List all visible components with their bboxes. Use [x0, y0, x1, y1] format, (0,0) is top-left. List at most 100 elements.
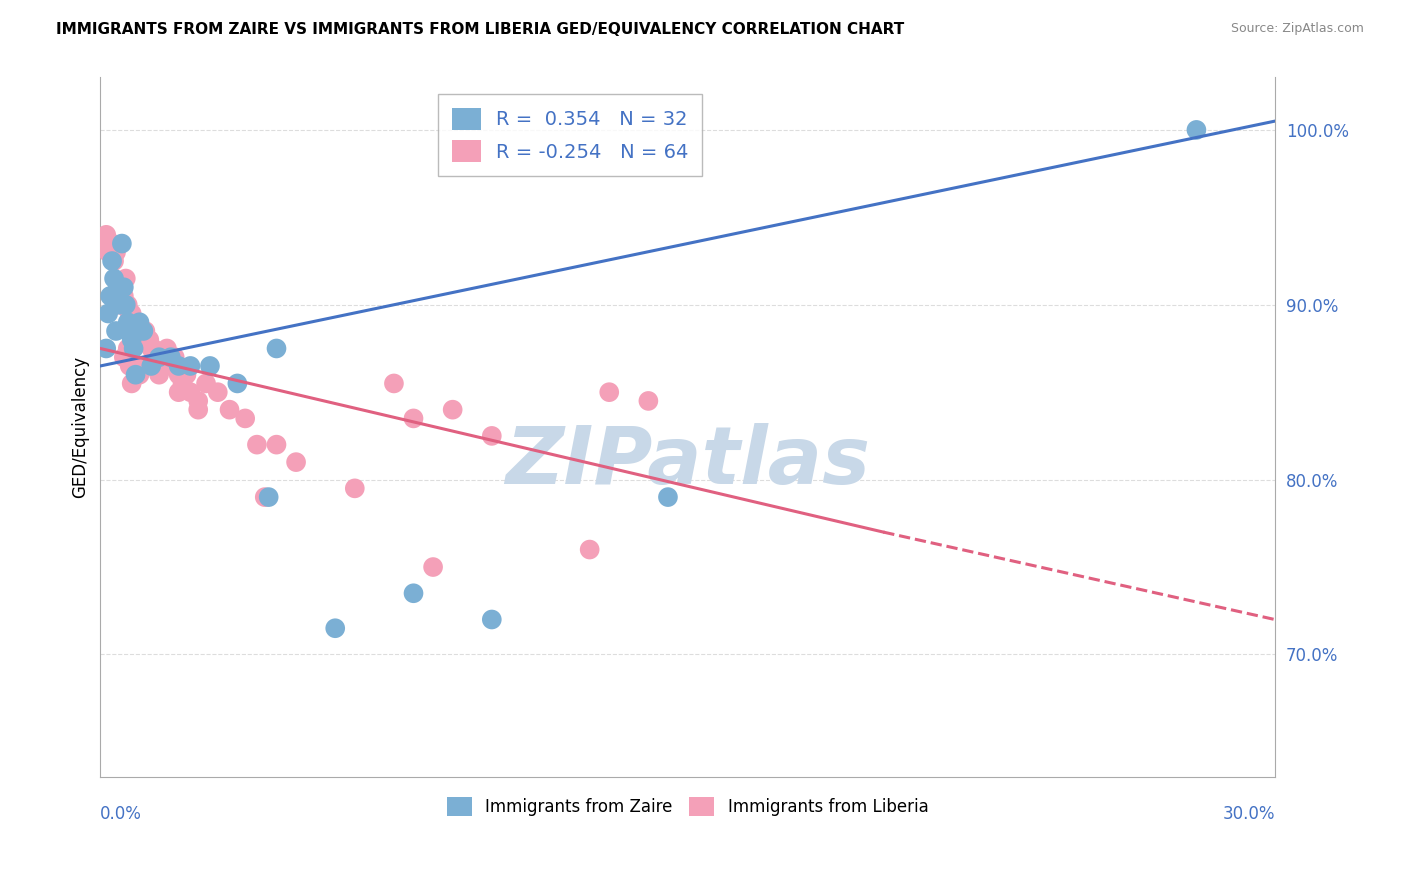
- Text: Source: ZipAtlas.com: Source: ZipAtlas.com: [1230, 22, 1364, 36]
- Point: [128, 324, 150, 338]
- Point: [159, 350, 181, 364]
- Point: [114, 298, 136, 312]
- Point: [96, 342, 118, 356]
- Text: ZIPatlas: ZIPatlas: [505, 423, 870, 501]
- Y-axis label: GED/Equivalency: GED/Equivalency: [72, 356, 89, 499]
- Point: [142, 342, 165, 356]
- Point: [128, 368, 150, 382]
- Point: [441, 402, 464, 417]
- Point: [105, 324, 128, 338]
- Point: [112, 289, 135, 303]
- Point: [481, 613, 503, 627]
- Point: [93, 236, 115, 251]
- Text: 30.0%: 30.0%: [1222, 805, 1275, 822]
- Point: [198, 359, 221, 373]
- Point: [114, 271, 136, 285]
- Point: [105, 245, 128, 260]
- Point: [108, 298, 131, 312]
- Point: [148, 368, 170, 382]
- Point: [121, 376, 143, 391]
- Point: [138, 333, 160, 347]
- Point: [122, 324, 145, 338]
- Point: [187, 393, 209, 408]
- Point: [122, 342, 145, 356]
- Point: [121, 306, 143, 320]
- Point: [111, 289, 134, 303]
- Point: [167, 359, 190, 373]
- Point: [343, 481, 366, 495]
- Point: [167, 368, 190, 382]
- Point: [98, 289, 121, 303]
- Point: [101, 254, 124, 268]
- Point: [148, 350, 170, 364]
- Point: [402, 411, 425, 425]
- Point: [148, 350, 170, 364]
- Point: [111, 236, 134, 251]
- Point: [117, 315, 139, 329]
- Point: [179, 385, 201, 400]
- Text: 0.0%: 0.0%: [100, 805, 142, 822]
- Point: [98, 236, 121, 251]
- Point: [107, 280, 129, 294]
- Point: [323, 621, 346, 635]
- Point: [141, 359, 163, 373]
- Point: [141, 342, 163, 356]
- Text: IMMIGRANTS FROM ZAIRE VS IMMIGRANTS FROM LIBERIA GED/EQUIVALENCY CORRELATION CHA: IMMIGRANTS FROM ZAIRE VS IMMIGRANTS FROM…: [56, 22, 904, 37]
- Point: [132, 333, 155, 347]
- Point: [218, 402, 240, 417]
- Point: [118, 359, 141, 373]
- Point: [382, 376, 405, 391]
- Point: [124, 333, 146, 347]
- Point: [107, 280, 129, 294]
- Point: [103, 271, 125, 285]
- Point: [422, 560, 444, 574]
- Point: [1185, 123, 1208, 137]
- Point: [176, 368, 198, 382]
- Point: [657, 490, 679, 504]
- Point: [112, 350, 135, 364]
- Point: [179, 359, 201, 373]
- Point: [132, 324, 155, 338]
- Point: [97, 245, 120, 260]
- Point: [118, 324, 141, 338]
- Point: [167, 385, 190, 400]
- Point: [253, 490, 276, 504]
- Point: [117, 342, 139, 356]
- Point: [96, 227, 118, 242]
- Point: [136, 333, 159, 347]
- Point: [207, 385, 229, 400]
- Legend: Immigrants from Zaire, Immigrants from Liberia: Immigrants from Zaire, Immigrants from L…: [439, 789, 936, 824]
- Point: [152, 359, 174, 373]
- Point: [233, 411, 256, 425]
- Point: [195, 376, 218, 391]
- Point: [187, 402, 209, 417]
- Point: [143, 350, 166, 364]
- Point: [131, 324, 153, 338]
- Point: [285, 455, 308, 469]
- Point: [163, 350, 186, 364]
- Point: [97, 306, 120, 320]
- Point: [127, 333, 149, 347]
- Point: [124, 368, 146, 382]
- Point: [481, 429, 503, 443]
- Point: [266, 342, 288, 356]
- Point: [578, 542, 600, 557]
- Point: [598, 385, 620, 400]
- Point: [122, 359, 145, 373]
- Point: [108, 298, 131, 312]
- Point: [172, 376, 194, 391]
- Point: [257, 490, 280, 504]
- Point: [226, 376, 249, 391]
- Point: [117, 298, 139, 312]
- Point: [118, 306, 141, 320]
- Point: [103, 254, 125, 268]
- Point: [128, 315, 150, 329]
- Point: [136, 359, 159, 373]
- Point: [112, 280, 135, 294]
- Point: [121, 333, 143, 347]
- Point: [159, 359, 181, 373]
- Point: [156, 342, 179, 356]
- Point: [637, 393, 659, 408]
- Point: [134, 324, 156, 338]
- Point: [266, 437, 288, 451]
